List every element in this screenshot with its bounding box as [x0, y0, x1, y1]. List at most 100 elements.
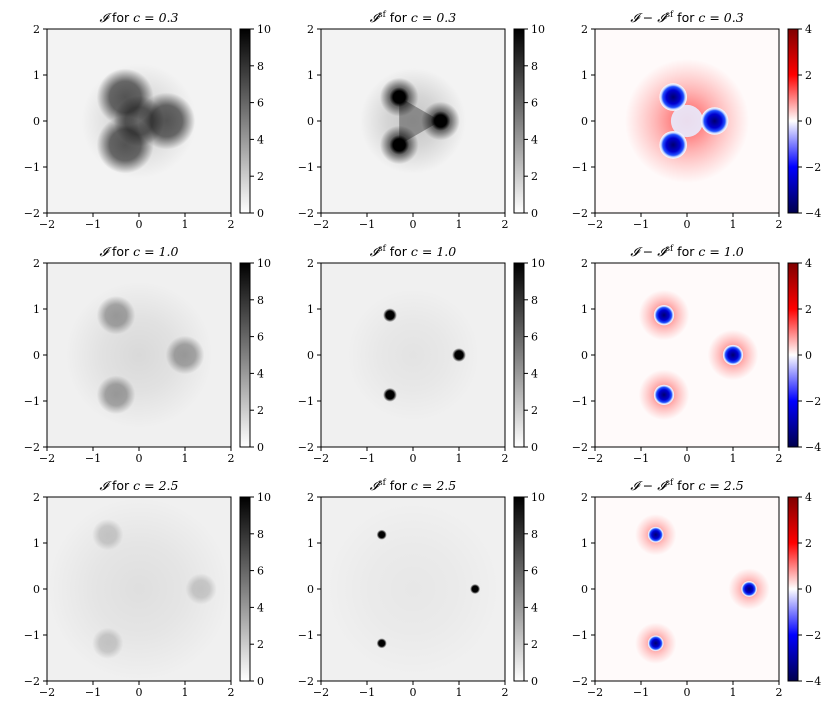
- y-tick-label: −2: [572, 207, 588, 220]
- heatmap-spot: [700, 107, 729, 135]
- x-tick-label: −2: [587, 686, 603, 699]
- x-tick-label: 0: [136, 452, 143, 465]
- y-tick-label: 0: [581, 583, 588, 596]
- heatmap-spot: [653, 384, 675, 405]
- x-tick-label: 2: [228, 686, 235, 699]
- x-tick-label: −1: [633, 218, 649, 231]
- heatmap-spot: [96, 68, 154, 126]
- colorbar-tick-label: 10: [531, 491, 545, 504]
- x-tick-label: −1: [85, 686, 101, 699]
- colorbar-gradient: [513, 28, 525, 214]
- y-tick-label: −1: [572, 629, 588, 642]
- colorbar-tick-label: 2: [531, 170, 538, 183]
- y-tick-label: 1: [581, 537, 588, 550]
- colorbar: 0 2 4 6 8 10: [513, 257, 545, 454]
- heatmap-panel: −2 −1 0 1 2 −2 −1 0 1 2 𝓘 − 𝓘sf for c = 0.3 −4 −2 0 2 4: [572, 10, 821, 231]
- y-tick-label: 2: [33, 257, 40, 270]
- colorbar-tick-label: 8: [531, 528, 538, 541]
- colorbar-tick-label: −2: [805, 161, 821, 174]
- y-tick-label: 1: [33, 69, 40, 82]
- y-tick-label: 2: [33, 491, 40, 504]
- x-tick-label: 2: [228, 452, 235, 465]
- colorbar-tick-label: 2: [805, 303, 812, 316]
- heatmap-panel: −2 −1 0 1 2 −2 −1 0 1 2 𝓘sf for c = 0.3 0 2 4 6 8 10: [298, 10, 545, 231]
- heatmap-spot: [96, 116, 154, 174]
- colorbar-tick-label: −4: [805, 675, 821, 688]
- x-tick-label: 1: [730, 686, 737, 699]
- colorbar-tick-label: 6: [531, 331, 538, 344]
- panel-title: 𝓘sf for c = 2.5: [370, 478, 457, 493]
- y-tick-label: 0: [581, 349, 588, 362]
- colorbar-tick-label: 6: [257, 565, 264, 578]
- y-tick-label: −2: [298, 675, 314, 688]
- heatmap-image: [47, 263, 231, 447]
- heatmap-spot: [185, 573, 217, 605]
- y-tick-label: −2: [24, 675, 40, 688]
- colorbar-tick-label: 4: [531, 601, 538, 614]
- heatmap-spot: [376, 638, 387, 649]
- heatmap-haze: [346, 288, 480, 422]
- colorbar-gradient: [787, 496, 799, 682]
- colorbar-gradient: [787, 28, 799, 214]
- colorbar-tick-label: 0: [805, 583, 812, 596]
- y-tick-label: 2: [581, 257, 588, 270]
- heatmap-spot: [430, 110, 451, 132]
- colorbar-tick-label: 8: [531, 60, 538, 73]
- colorbar-tick-label: 8: [257, 60, 264, 73]
- x-tick-label: 1: [730, 452, 737, 465]
- colorbar-tick-label: 4: [257, 133, 264, 146]
- y-tick-label: −1: [572, 395, 588, 408]
- colorbar-tick-label: 4: [531, 133, 538, 146]
- colorbar-tick-label: 0: [805, 349, 812, 362]
- x-tick-label: −2: [39, 218, 55, 231]
- colorbar: 0 2 4 6 8 10: [513, 23, 545, 220]
- colorbar-tick-label: 2: [531, 404, 538, 417]
- x-tick-label: −1: [359, 686, 375, 699]
- colorbar-tick-label: 0: [531, 675, 538, 688]
- heatmap-image: [595, 497, 779, 681]
- y-tick-label: −2: [298, 207, 314, 220]
- panel-title: 𝓘sf for c = 0.3: [370, 10, 457, 25]
- x-tick-label: −1: [85, 218, 101, 231]
- heatmap-spot: [659, 83, 687, 111]
- colorbar: −4 −2 0 2 4: [787, 491, 821, 688]
- colorbar-tick-label: 0: [257, 207, 264, 220]
- x-tick-label: 1: [456, 686, 463, 699]
- x-tick-label: −1: [633, 452, 649, 465]
- colorbar: 0 2 4 6 8 10: [239, 491, 271, 688]
- x-tick-label: 1: [730, 218, 737, 231]
- x-tick-label: −2: [587, 452, 603, 465]
- y-tick-label: −1: [24, 395, 40, 408]
- y-tick-label: 1: [307, 69, 314, 82]
- colorbar-tick-label: −4: [805, 441, 821, 454]
- colorbar: 0 2 4 6 8 10: [239, 257, 271, 454]
- heatmap-panel: −2 −1 0 1 2 −2 −1 0 1 2 𝓘sf for c = 1.0 0 2 4 6 8 10: [298, 244, 545, 465]
- y-tick-label: 2: [307, 491, 314, 504]
- x-tick-label: 0: [410, 452, 417, 465]
- y-tick-label: −2: [298, 441, 314, 454]
- colorbar-tick-label: 10: [257, 491, 271, 504]
- y-tick-label: −1: [24, 161, 40, 174]
- x-tick-label: −2: [313, 452, 329, 465]
- y-tick-label: 1: [307, 537, 314, 550]
- x-tick-label: 2: [776, 686, 783, 699]
- heatmap-spot: [92, 627, 124, 659]
- x-tick-label: −2: [313, 686, 329, 699]
- x-tick-label: 1: [182, 686, 189, 699]
- x-tick-label: 1: [182, 218, 189, 231]
- colorbar-tick-label: 0: [531, 441, 538, 454]
- y-tick-label: 0: [33, 115, 40, 128]
- y-tick-label: 2: [307, 23, 314, 36]
- y-tick-label: 1: [33, 537, 40, 550]
- x-tick-label: 2: [502, 452, 509, 465]
- colorbar-tick-label: 4: [805, 257, 812, 270]
- colorbar-tick-label: 6: [531, 565, 538, 578]
- heatmap-spot: [165, 335, 205, 375]
- colorbar-tick-label: 0: [805, 115, 812, 128]
- colorbar-tick-label: 8: [257, 294, 264, 307]
- x-tick-label: −2: [39, 686, 55, 699]
- y-tick-label: −1: [24, 629, 40, 642]
- y-tick-label: 0: [307, 583, 314, 596]
- colorbar-gradient: [513, 262, 525, 448]
- heatmap-panel: −2 −1 0 1 2 −2 −1 0 1 2 𝓘 for c = 2.5 0 2 4 6 8 10: [24, 478, 271, 699]
